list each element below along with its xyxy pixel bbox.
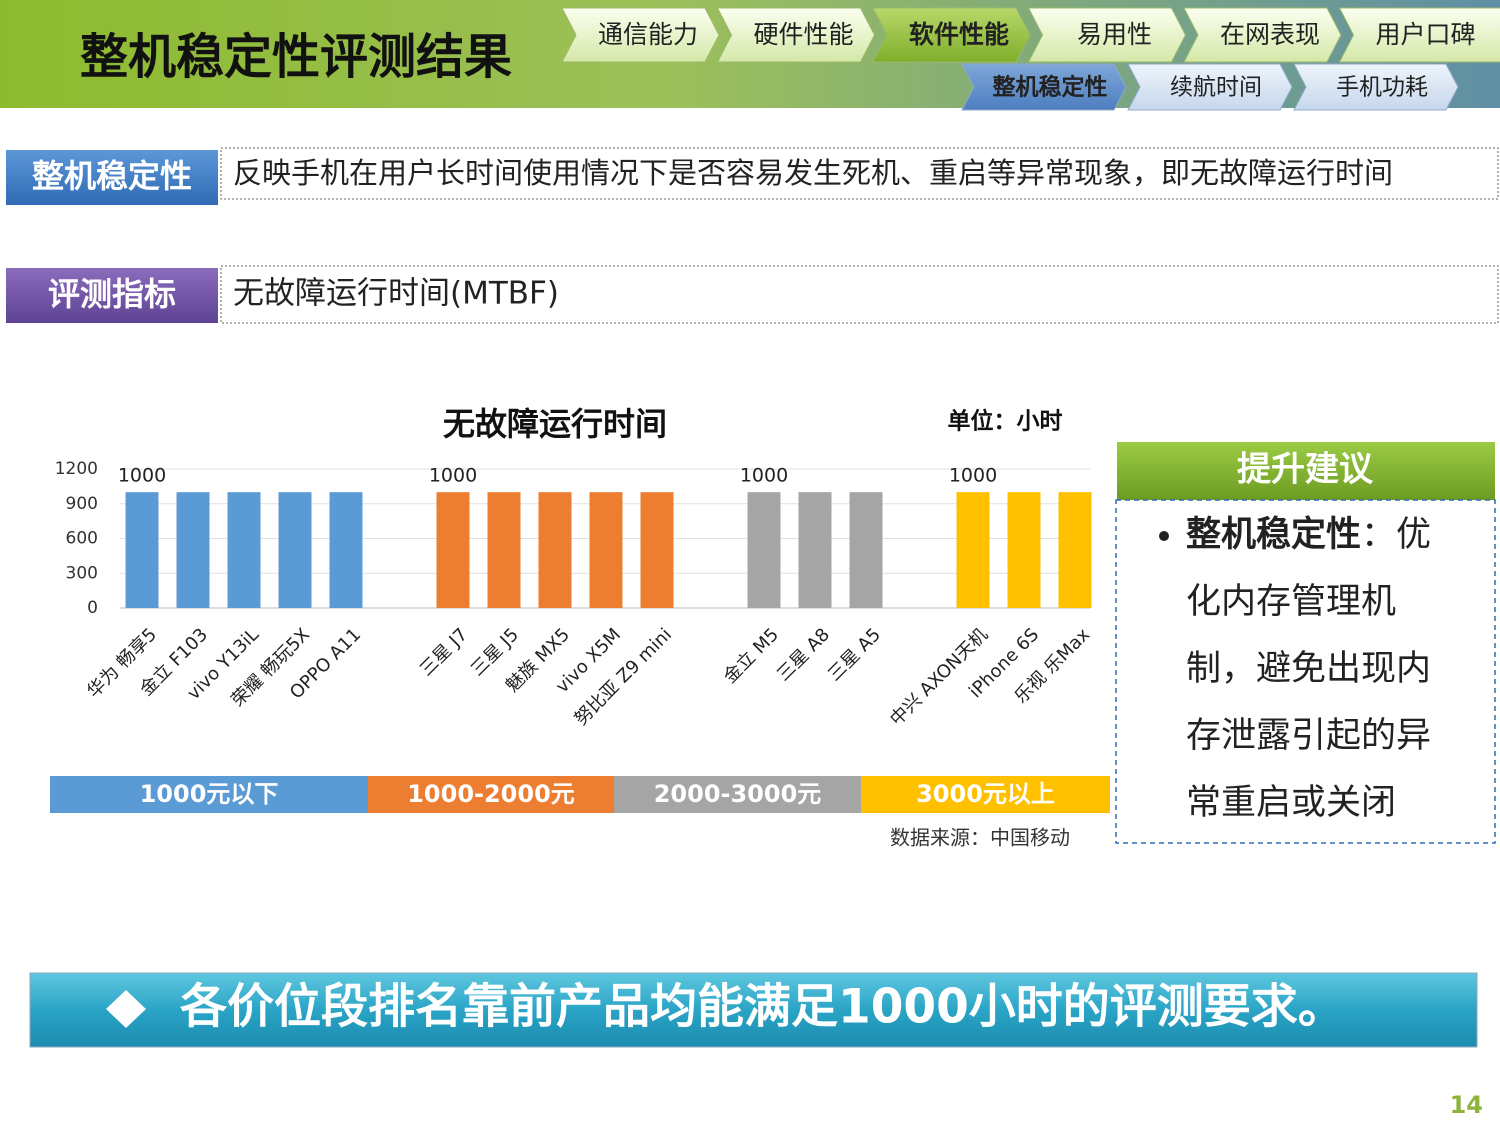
legend-band <box>614 776 861 813</box>
x-tick-label: 金立 M5 <box>720 624 783 687</box>
def-label: 整机稳定性 <box>32 157 192 195</box>
bar <box>538 492 572 608</box>
bar <box>329 492 363 608</box>
unit-label: 单位：小时 <box>948 408 1063 435</box>
suggestion-box <box>1115 499 1496 844</box>
value-label: 1000 <box>949 465 997 487</box>
nav-tab <box>872 7 1031 63</box>
def-text: 无故障运行时间(MTBF) <box>233 276 559 312</box>
nav-label: 硬件性能 <box>753 20 853 49</box>
nav-tab <box>1338 7 1500 63</box>
nav-label: 在网表现 <box>1220 20 1320 49</box>
chart-title: 无故障运行时间 <box>443 405 667 443</box>
subnav-tab <box>1127 63 1293 111</box>
legend-band <box>368 776 614 813</box>
subnav-label: 整机稳定性 <box>993 74 1108 101</box>
suggestion-header <box>1117 442 1495 500</box>
nav-label: 通信能力 <box>598 20 698 49</box>
def-box <box>220 265 1499 324</box>
page-number: 14 <box>1450 1091 1483 1119</box>
banner <box>29 972 1478 1048</box>
y-tick-label: 900 <box>66 494 98 514</box>
bar <box>1007 492 1041 608</box>
nav-label: 用户口碑 <box>1375 20 1475 49</box>
x-tick-label: 三星 J7 <box>416 624 472 680</box>
nav-tab <box>1183 7 1342 63</box>
suggestion-list: 整机稳定性：优化内存管理机制，避免出现内存泄露引起的异常重启或关闭 <box>1130 502 1460 837</box>
value-label: 1000 <box>740 465 788 487</box>
slide-title: 整机稳定性评测结果 <box>80 29 512 85</box>
bar <box>125 492 159 608</box>
bar <box>747 492 781 608</box>
legend-band <box>50 776 368 813</box>
subnav-label: 续航时间 <box>1170 75 1262 101</box>
banner-text: 各价位段排名靠前产品均能满足1000小时的评测要求。 <box>180 980 1345 1035</box>
bar <box>176 492 210 608</box>
subnav-tab <box>961 63 1127 111</box>
y-tick-label: 300 <box>66 563 98 583</box>
bar <box>227 492 261 608</box>
value-label: 1000 <box>118 465 166 487</box>
x-tick-label: 三星 A8 <box>773 624 834 685</box>
nav-tab <box>716 7 876 63</box>
bar <box>849 492 883 608</box>
nav-tab <box>561 7 720 63</box>
nav-tab <box>1027 7 1187 63</box>
value-label: 1000 <box>429 465 477 487</box>
source: 数据来源：中国移动 <box>890 826 1070 850</box>
subnav-tab <box>1293 63 1459 111</box>
y-tick-label: 600 <box>66 529 98 549</box>
legend-label: 1000-2000元 <box>407 780 575 808</box>
def-text: 反映手机在用户长时间使用情况下是否容易发生死机、重启等异常现象，即无故障运行时间 <box>233 156 1393 190</box>
x-tick-label: 三星 A5 <box>824 624 885 685</box>
bar <box>1058 492 1092 608</box>
suggestion-item: 整机稳定性：优化内存管理机制，避免出现内存泄露引起的异常重启或关闭 <box>1186 502 1460 837</box>
bar <box>436 492 470 608</box>
def-label-box <box>6 268 218 323</box>
bar <box>589 492 623 608</box>
suggestion-text: ：优化内存管理机制，避免出现内存泄露引起的异常重启或关闭 <box>1186 515 1432 823</box>
y-tick-label: 0 <box>87 598 98 618</box>
bar <box>487 492 521 608</box>
suggestion-title: 提升建议 <box>1237 450 1374 490</box>
bar <box>956 492 990 608</box>
def-label-box <box>6 150 218 205</box>
bar <box>278 492 312 608</box>
banner-diamond <box>106 990 146 1028</box>
nav-label: 软件性能 <box>909 20 1009 49</box>
legend-label: 1000元以下 <box>140 780 279 808</box>
subnav-label: 手机功耗 <box>1336 75 1428 101</box>
def-label: 评测指标 <box>48 275 176 313</box>
legend-label: 2000-3000元 <box>654 780 822 808</box>
y-tick-label: 1200 <box>55 459 98 479</box>
bar <box>640 492 674 608</box>
legend-label: 3000元以上 <box>916 780 1055 808</box>
legend-band <box>861 776 1110 813</box>
suggestion-bold: 整机稳定性 <box>1186 515 1362 555</box>
nav-label: 易用性 <box>1077 20 1152 49</box>
bar <box>798 492 832 608</box>
